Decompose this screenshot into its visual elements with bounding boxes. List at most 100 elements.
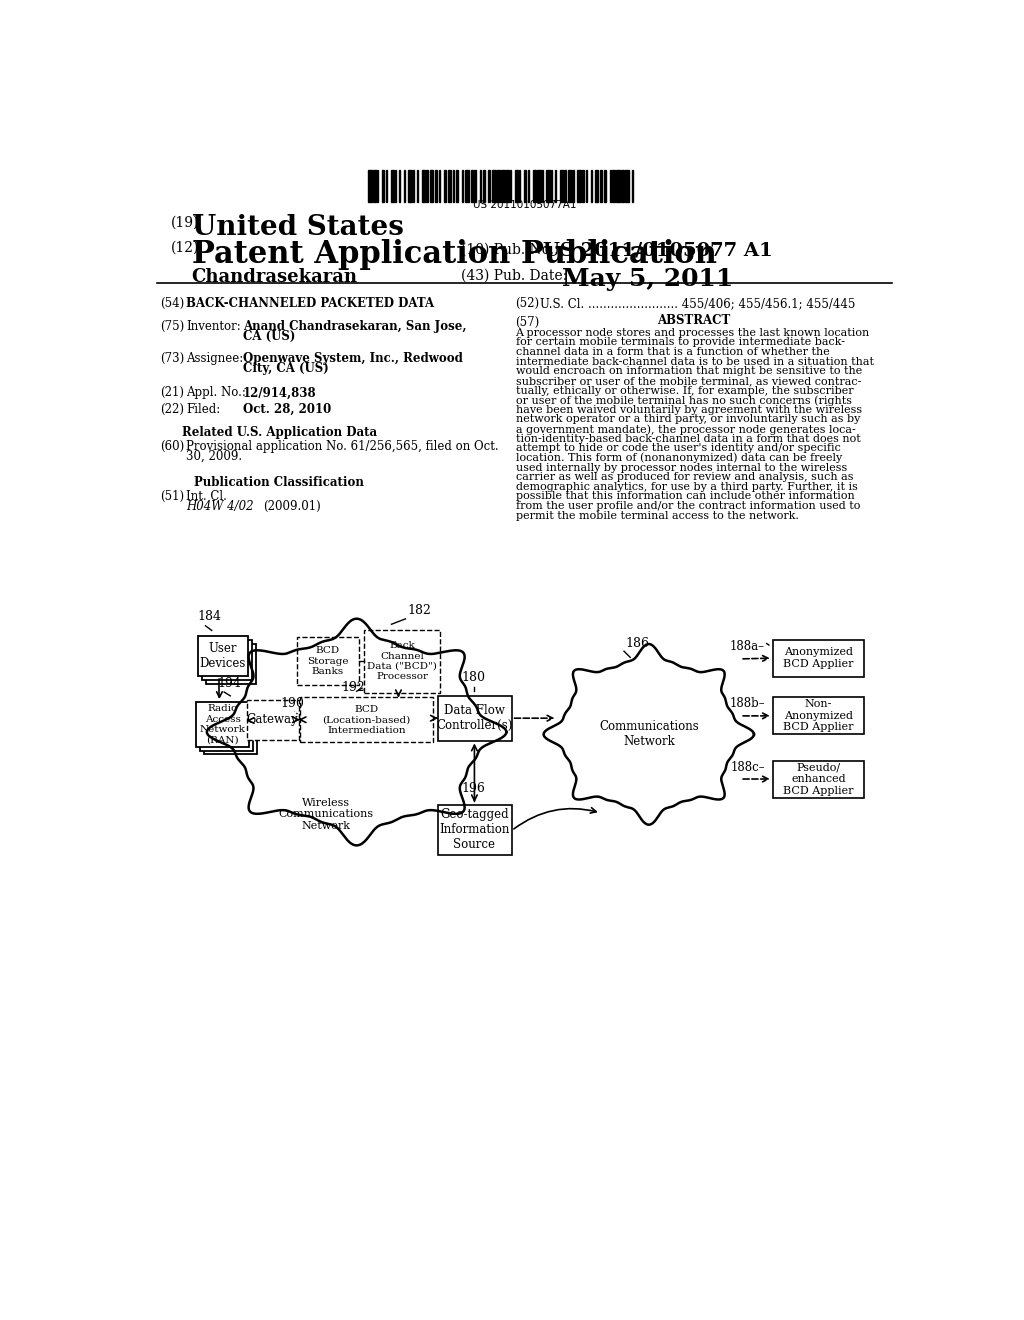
Text: Provisional application No. 61/256,565, filed on Oct.: Provisional application No. 61/256,565, … [186,441,499,453]
Text: BCD
Storage
Banks: BCD Storage Banks [307,647,349,676]
Bar [551,170,552,202]
Bar [404,170,406,202]
Text: tually, ethically or otherwise. If, for example, the subscriber: tually, ethically or otherwise. If, for … [515,385,853,396]
Text: used internally by processor nodes internal to the wireless: used internally by processor nodes inter… [515,462,847,473]
Bar [582,170,585,202]
FancyBboxPatch shape [197,702,249,747]
Text: 188a–: 188a– [730,640,765,652]
Bar [438,170,440,202]
Text: Inventor:: Inventor: [186,321,241,333]
Bar [395,170,396,202]
Text: 12/914,838: 12/914,838 [243,387,316,400]
Text: 192: 192 [342,681,366,693]
Bar [498,170,500,202]
Bar [386,170,387,202]
Bar [537,170,541,202]
FancyBboxPatch shape [773,697,864,734]
Text: 190: 190 [281,697,304,710]
Text: have been waived voluntarily by agreement with the wireless: have been waived voluntarily by agreemen… [515,405,861,414]
Text: possible that this information can include other information: possible that this information can inclu… [515,491,854,502]
FancyBboxPatch shape [438,805,512,855]
Bar [506,170,509,202]
Text: (10) Pub. No.:: (10) Pub. No.: [461,243,567,257]
FancyBboxPatch shape [297,638,359,685]
Text: (19): (19) [171,216,199,230]
Bar [534,170,536,202]
Bar [430,170,433,202]
Text: 30, 2009.: 30, 2009. [186,450,243,463]
FancyBboxPatch shape [300,697,433,742]
Bar [443,170,446,202]
Text: (73): (73) [161,352,184,366]
Text: Patent Application Publication: Patent Application Publication [191,239,717,271]
Text: a government mandate), the processor node generates loca-: a government mandate), the processor nod… [515,424,855,434]
Bar [560,170,562,202]
Text: (43) Pub. Date:: (43) Pub. Date: [461,268,567,282]
Text: 184: 184 [198,610,222,623]
Text: (51): (51) [161,490,184,503]
Text: Radio
Access
Network
(RAN): Radio Access Network (RAN) [200,705,246,744]
Bar [600,170,602,202]
Bar [501,170,505,202]
Text: network operator or a third party, or involuntarily such as by: network operator or a third party, or in… [515,414,860,425]
Bar [626,170,629,202]
Bar [546,170,550,202]
FancyBboxPatch shape [204,710,257,755]
Bar [564,170,566,202]
Text: Filed:: Filed: [186,404,220,416]
Bar [515,170,518,202]
Text: Geo-tagged
Information
Source: Geo-tagged Information Source [439,808,510,851]
Text: (75): (75) [161,321,184,333]
Bar [622,170,624,202]
Text: (22): (22) [161,404,184,416]
Text: User
Devices: User Devices [200,642,246,669]
Text: would encroach on information that might be sensitive to the: would encroach on information that might… [515,367,862,376]
Bar [555,170,556,202]
Bar [474,170,476,202]
Bar [591,170,592,202]
Bar [369,170,372,202]
Bar [616,170,621,202]
Bar [417,170,418,202]
Text: Appl. No.:: Appl. No.: [186,387,246,400]
Bar [632,170,633,202]
Text: BACK-CHANNELED PACKETED DATA: BACK-CHANNELED PACKETED DATA [186,297,434,310]
Bar [457,170,458,202]
Bar [612,170,615,202]
Text: United States: United States [191,214,403,240]
Text: Communications
Network: Communications Network [599,721,698,748]
Text: location. This form of (nonanonymized) data can be freely: location. This form of (nonanonymized) d… [515,453,842,463]
Text: from the user profile and/or the contract information used to: from the user profile and/or the contrac… [515,502,860,511]
FancyBboxPatch shape [365,630,440,693]
FancyBboxPatch shape [206,644,256,684]
Text: Wireless
Communications
Network: Wireless Communications Network [279,797,373,830]
Bar [567,170,571,202]
Text: ABSTRACT: ABSTRACT [657,314,730,327]
Text: Gateway: Gateway [247,713,298,726]
Text: Openwave System, Inc., Redwood: Openwave System, Inc., Redwood [243,352,463,366]
Text: Publication Classification: Publication Classification [195,475,365,488]
Bar [542,170,544,202]
Bar [519,170,520,202]
Text: attempt to hide or code the user's identity and/or specific: attempt to hide or code the user's ident… [515,444,841,453]
Bar [493,170,496,202]
Bar [572,170,574,202]
Text: U.S. Cl. ........................ 455/406; 455/456.1; 455/445: U.S. Cl. ........................ 455/40… [541,297,856,310]
FancyBboxPatch shape [773,640,864,677]
FancyBboxPatch shape [202,640,252,680]
Bar [528,170,529,202]
Text: Oct. 28, 2010: Oct. 28, 2010 [243,404,331,416]
Bar [462,170,463,202]
Text: Assignee:: Assignee: [186,352,244,366]
Text: intermediate back-channel data is to be used in a situation that: intermediate back-channel data is to be … [515,356,873,367]
Bar [479,170,481,202]
Bar [435,170,437,202]
Text: 196: 196 [461,783,485,795]
Text: 186: 186 [626,636,649,649]
Text: carrier as well as produced for review and analysis, such as: carrier as well as produced for review a… [515,473,853,482]
Text: (54): (54) [161,297,184,310]
Text: Int. Cl.: Int. Cl. [186,490,227,503]
Bar [377,170,379,202]
Text: 180: 180 [461,672,485,684]
Text: Pseudo/
enhanced
BCD Applier: Pseudo/ enhanced BCD Applier [783,763,854,796]
